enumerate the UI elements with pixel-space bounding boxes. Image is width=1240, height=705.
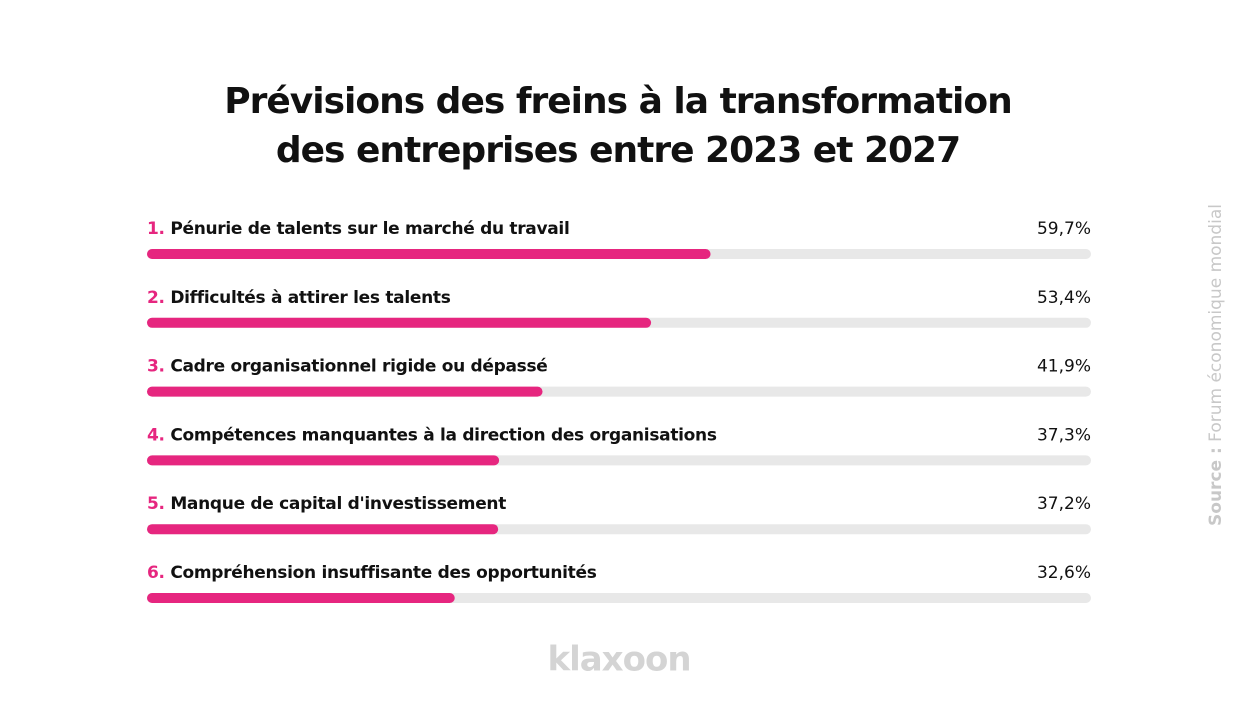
bar: [147, 317, 652, 328]
row-label: 2. Difficultés à attirer les talents: [147, 288, 451, 308]
row-label: 3. Cadre organisationnel rigide ou dépas…: [147, 357, 548, 377]
logo: klaxoon: [547, 640, 690, 680]
category-label: Pénurie de talents sur le marché du trav…: [170, 219, 569, 239]
bar: [147, 249, 711, 259]
row-label: 5. Manque de capital d'investissement: [147, 494, 506, 514]
value-label: 59,7%: [1037, 219, 1091, 239]
chart-title: Prévisions des freins à la transformatio…: [224, 81, 1012, 122]
row-label: 1. Pénurie de talents sur le marché du t…: [147, 219, 569, 239]
category-label: Compréhension insuffisante des opportuni…: [170, 563, 596, 583]
value-label: 53,4%: [1037, 288, 1091, 308]
category-label: Manque de capital d'investissement: [170, 494, 506, 514]
row-label: 6. Compréhension insuffisante des opport…: [147, 563, 597, 583]
value-label: 32,6%: [1037, 563, 1091, 583]
bar: [147, 455, 500, 466]
rank: 2.: [147, 288, 165, 308]
bar: [147, 593, 455, 603]
value-label: 37,3%: [1037, 425, 1091, 445]
category-label: Cadre organisationnel rigide ou dépassé: [170, 357, 547, 377]
bar: [147, 386, 543, 397]
source-text: Forum économique mondial: [1206, 204, 1226, 442]
chart-title: des entreprises entre 2023 et 2027: [276, 130, 960, 171]
source-label: Source :: [1206, 447, 1226, 526]
value-label: 37,2%: [1037, 494, 1091, 514]
bar: [147, 524, 499, 535]
rank: 5.: [147, 494, 165, 514]
rank: 6.: [147, 563, 165, 583]
source-note: Source : Forum économique mondial: [1206, 204, 1226, 526]
category-label: Compétences manquantes à la direction de…: [170, 425, 717, 445]
category-label: Difficultés à attirer les talents: [170, 288, 450, 308]
rank: 4.: [147, 425, 165, 445]
rank: 3.: [147, 357, 165, 377]
rank: 1.: [147, 219, 165, 239]
value-label: 41,9%: [1037, 357, 1091, 377]
row-label: 4. Compétences manquantes à la direction…: [147, 425, 717, 445]
